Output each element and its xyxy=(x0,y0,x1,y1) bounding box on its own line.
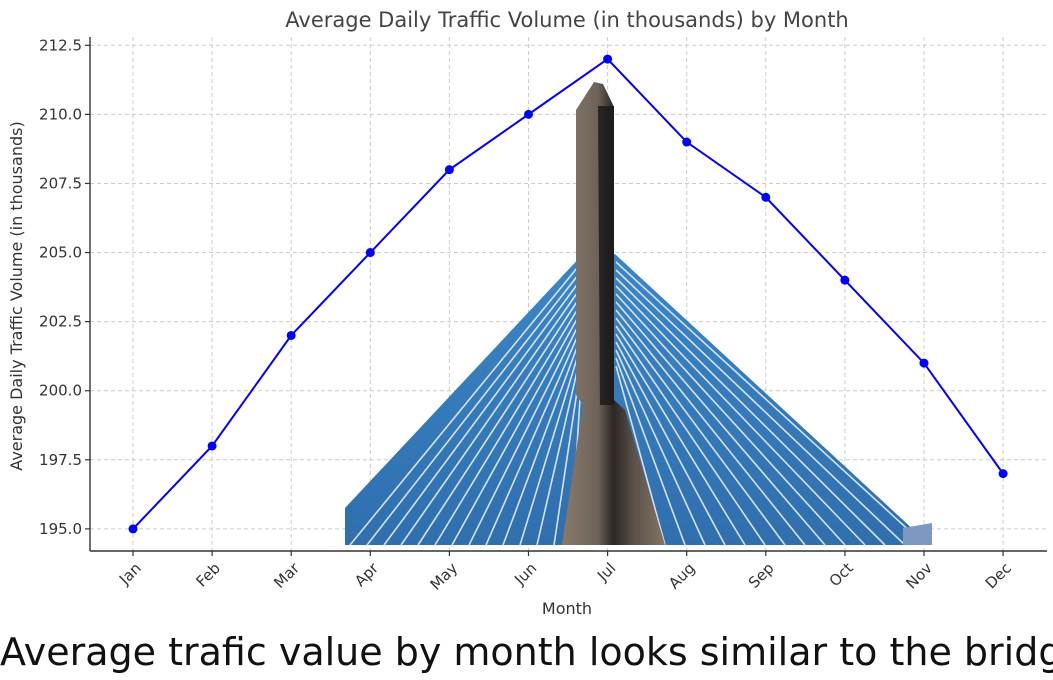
data-point-apr xyxy=(365,248,375,258)
x-tick-label: Mar xyxy=(270,559,303,592)
caption: Average trafic value by month looks simi… xyxy=(0,630,1053,674)
y-tick-label: 197.5 xyxy=(39,451,82,469)
series-line xyxy=(132,57,1004,530)
series-traffic xyxy=(128,54,1008,534)
x-axis-label: Month xyxy=(542,599,592,618)
data-point-aug xyxy=(682,137,692,147)
y-ticks: 195.0 197.5 200.0 202.5 205.0 207.5 210.0 212.5 xyxy=(39,36,90,538)
data-point-jan xyxy=(128,524,138,534)
x-tick-label: Oct xyxy=(826,559,857,590)
y-tick-label: 212.5 xyxy=(39,36,82,54)
x-tick-label: Jun xyxy=(510,559,540,589)
data-point-mar xyxy=(286,330,296,340)
y-tick-label: 210.0 xyxy=(39,105,82,123)
data-point-nov xyxy=(919,358,929,368)
data-point-sep xyxy=(761,192,771,202)
x-tick-label: Sep xyxy=(745,559,778,592)
x-tick-label: Dec xyxy=(982,559,1015,592)
data-point-feb xyxy=(207,441,217,451)
y-tick-label: 205.0 xyxy=(39,244,82,262)
data-point-jul xyxy=(603,54,613,64)
x-tick-label: Aug xyxy=(665,559,698,592)
x-tick-label: Nov xyxy=(902,559,936,593)
bridge-image xyxy=(345,82,932,546)
x-tick-label: Jul xyxy=(593,559,619,585)
data-point-oct xyxy=(840,275,850,285)
x-tick-label: May xyxy=(427,559,462,594)
y-axis-label: Average Daily Traffic Volume (in thousan… xyxy=(7,121,26,470)
data-point-may xyxy=(444,165,454,175)
x-ticks: Jan Feb Mar Apr May Jun Jul Aug Sep Oct Nov Dec xyxy=(115,551,1015,594)
line-chart: Average Daily Traffic Volume (in thousan… xyxy=(7,8,1047,618)
y-tick-label: 195.0 xyxy=(39,520,82,538)
y-tick-label: 200.0 xyxy=(39,382,82,400)
y-tick-label: 207.5 xyxy=(39,174,82,192)
x-tick-label: Apr xyxy=(351,559,383,591)
data-point-jun xyxy=(524,109,533,119)
x-tick-label: Jan xyxy=(115,559,145,589)
y-tick-label: 202.5 xyxy=(39,313,82,331)
chart-title: Average Daily Traffic Volume (in thousan… xyxy=(285,8,849,32)
data-point-dec xyxy=(998,469,1008,479)
x-tick-label: Feb xyxy=(192,559,224,591)
